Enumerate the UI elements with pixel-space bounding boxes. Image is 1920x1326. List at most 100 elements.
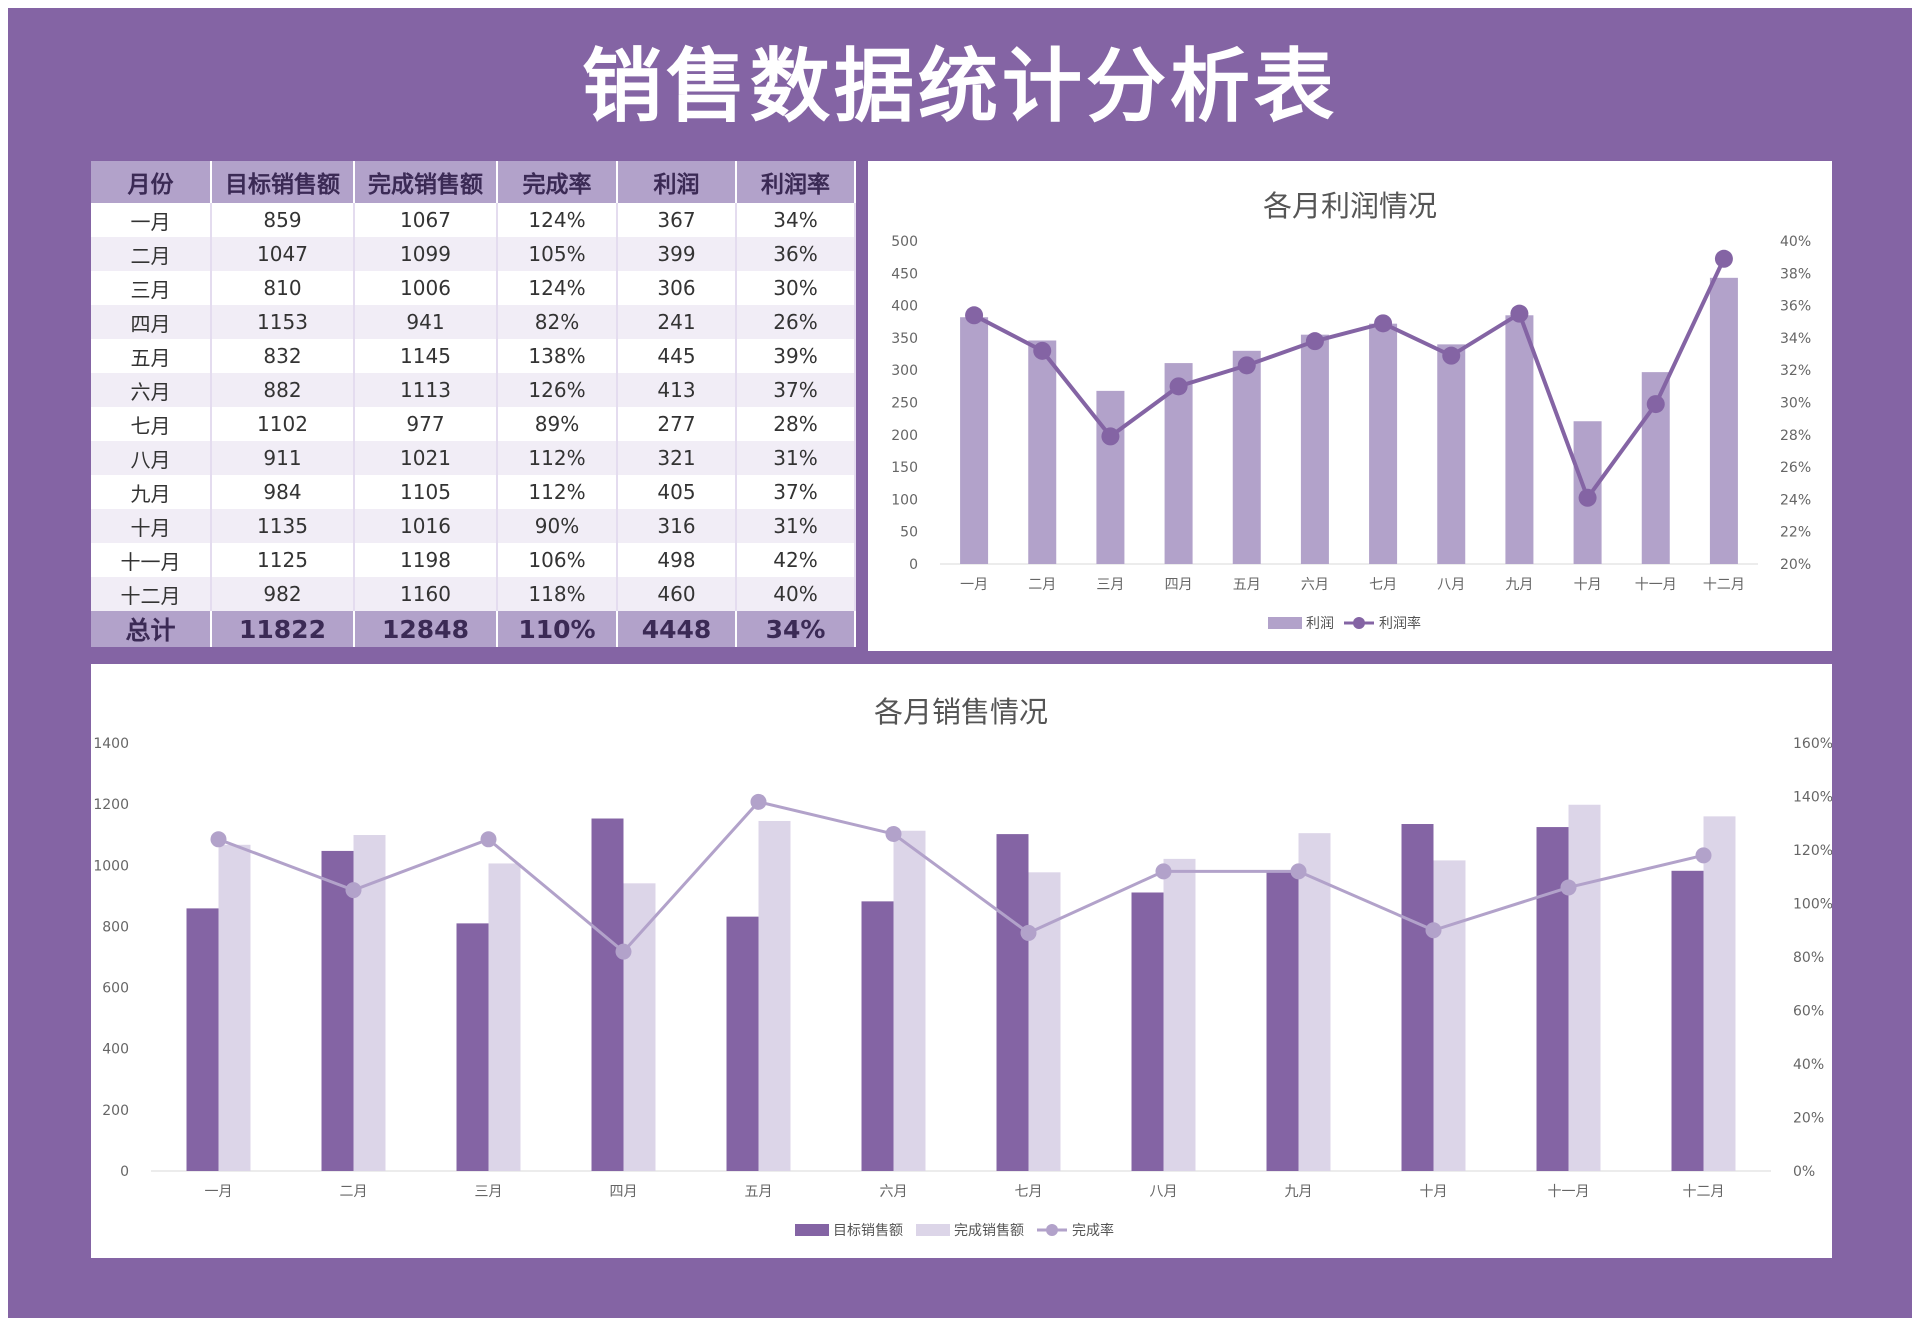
- legend-label: 完成销售额: [954, 1223, 1024, 1239]
- x-tick-label: 十一月: [1635, 577, 1677, 593]
- x-tick-label: 七月: [1015, 1184, 1043, 1200]
- table-cell: 十二月: [91, 577, 212, 611]
- table-cell: 399: [617, 237, 737, 271]
- y2-tick-label: 22%: [1780, 525, 1811, 541]
- point-利润率: [1305, 332, 1324, 351]
- x-tick-label: 八月: [1437, 577, 1465, 593]
- bar-完成销售额: [488, 863, 521, 1171]
- bar-完成销售额: [1703, 816, 1736, 1171]
- y-tick-label: 1000: [93, 858, 129, 874]
- table-cell: 1153: [211, 305, 355, 339]
- x-tick-label: 五月: [1233, 577, 1261, 593]
- x-tick-label: 十月: [1574, 577, 1602, 593]
- table-cell: 90%: [497, 509, 618, 543]
- bar-完成销售额: [758, 820, 791, 1171]
- table-cell: 1067: [354, 203, 498, 237]
- table-cell: 十一月: [91, 543, 212, 577]
- profit-chart-panel: 各月利润情况 0 50 100 150 200 250 300 350 400 450 500 20%…: [868, 161, 1832, 651]
- table-cell: 31%: [736, 509, 856, 543]
- x-tick-label: 九月: [1505, 577, 1533, 593]
- y-tick-label: 300: [891, 363, 918, 379]
- table-cell: 118%: [497, 577, 618, 611]
- table-cell: 859: [211, 203, 355, 237]
- table-cell: 34%: [736, 203, 856, 237]
- legend-marker: [1353, 617, 1365, 629]
- point-利润率: [1714, 249, 1733, 268]
- bar-利润: [1232, 350, 1261, 564]
- page-title: 销售数据统计分析表: [582, 40, 1338, 133]
- table-cell: 106%: [497, 543, 618, 577]
- table-cell: 42%: [736, 543, 856, 577]
- table-cell: 1105: [354, 475, 498, 509]
- table-cell: 460: [617, 577, 737, 611]
- header-completion-rate: 完成率: [497, 161, 618, 203]
- bar-目标销售额: [1131, 892, 1164, 1171]
- y-tick-label: 400: [891, 299, 918, 315]
- table-cell: 977: [354, 407, 498, 441]
- x-tick-label: 八月: [1150, 1184, 1178, 1200]
- table-cell: 39%: [736, 339, 856, 373]
- x-tick-label: 二月: [1028, 577, 1056, 593]
- bar-目标销售额: [456, 923, 489, 1171]
- y-tick-label: 200: [102, 1103, 129, 1119]
- legend-label: 目标销售额: [833, 1223, 903, 1239]
- bar-完成销售额: [1433, 860, 1466, 1171]
- profit-chart: 各月利润情况 0 50 100 150 200 250 300 350 400 450 500 20%…: [891, 189, 1811, 632]
- point-利润率: [1442, 346, 1461, 365]
- x-tick-label: 四月: [610, 1184, 638, 1200]
- total-cell: 11822: [211, 611, 355, 647]
- point-利润率: [1101, 427, 1120, 446]
- table-row: 十一月 1125 1198 106% 498 42%: [91, 543, 856, 577]
- x-tick-label: 五月: [745, 1184, 773, 1200]
- table-row: 一月 859 1067 124% 367 34%: [91, 203, 856, 237]
- bar-目标销售额: [1536, 827, 1569, 1171]
- table-cell: 832: [211, 339, 355, 373]
- legend-swatch: [795, 1224, 829, 1236]
- point-利润率: [1033, 341, 1052, 360]
- x-tick-label: 四月: [1165, 577, 1193, 593]
- y2-tick-label: 38%: [1780, 266, 1811, 282]
- table-cell: 1125: [211, 543, 355, 577]
- y-tick-label: 150: [891, 460, 918, 476]
- legend-label: 完成率: [1072, 1222, 1114, 1239]
- table-cell: 三月: [91, 271, 212, 305]
- bar-完成销售额: [1028, 872, 1061, 1171]
- point-完成率: [1155, 863, 1172, 880]
- table-cell: 1021: [354, 441, 498, 475]
- table-cell: 126%: [497, 373, 618, 407]
- bar-完成销售额: [1163, 858, 1196, 1171]
- bar-目标销售额: [1401, 824, 1434, 1171]
- y-tick-label: 100: [891, 492, 918, 508]
- y-tick-label: 200: [891, 428, 918, 444]
- table-row: 十二月 982 1160 118% 460 40%: [91, 577, 856, 611]
- table-cell: 941: [354, 305, 498, 339]
- y-tick-label: 50: [900, 525, 918, 541]
- profit-chart-title: 各月利润情况: [1263, 189, 1437, 223]
- y-tick-label: 250: [891, 396, 918, 412]
- table-cell: 1198: [354, 543, 498, 577]
- bar-目标销售额: [726, 916, 759, 1171]
- bar-目标销售额: [321, 850, 354, 1171]
- y2-tick-label: 0%: [1793, 1164, 1815, 1180]
- total-cell: 34%: [736, 611, 856, 647]
- sales-chart-title: 各月销售情况: [874, 695, 1048, 729]
- table-cell: 982: [211, 577, 355, 611]
- table-cell: 28%: [736, 407, 856, 441]
- point-完成率: [1695, 847, 1712, 864]
- table-cell: 30%: [736, 271, 856, 305]
- sales-chart-panel: 各月销售情况 0 200 400 600 800 1000 1200 1400 0% 20% 40%…: [91, 664, 1832, 1258]
- x-tick-label: 三月: [1096, 577, 1124, 593]
- y-tick-label: 450: [891, 266, 918, 282]
- table-cell: 124%: [497, 203, 618, 237]
- y2-tick-label: 24%: [1780, 492, 1811, 508]
- bar-利润: [1369, 323, 1398, 564]
- table-row: 八月 911 1021 112% 321 31%: [91, 441, 856, 475]
- y2-tick-label: 40%: [1793, 1057, 1824, 1073]
- total-cell: 12848: [354, 611, 498, 647]
- table-cell: 36%: [736, 237, 856, 271]
- bar-利润: [1505, 315, 1534, 564]
- sales-chart: 各月销售情况 0 200 400 600 800 1000 1200 1400 0% 20% 40%…: [93, 695, 1832, 1239]
- table-cell: 445: [617, 339, 737, 373]
- sales-data-table: 月份 目标销售额 完成销售额 完成率 利润 利润率 一月 859 1067 124% 3…: [91, 161, 856, 647]
- bar-目标销售额: [591, 818, 624, 1171]
